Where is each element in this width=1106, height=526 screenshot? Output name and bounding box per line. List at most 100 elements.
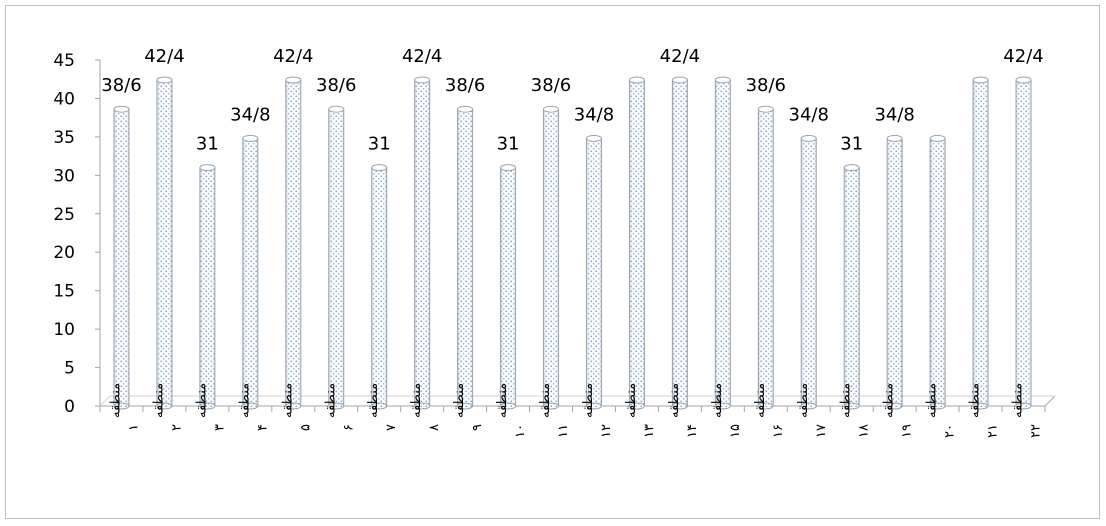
bar-cap (500, 164, 517, 172)
bar-cap (199, 164, 216, 172)
data-label: 31 (368, 134, 391, 155)
category-label-word: منطقه (538, 383, 553, 418)
category-label-word: منطقه (151, 383, 166, 418)
bar-base (371, 402, 388, 410)
category-label-number: ۳ (212, 424, 227, 431)
data-label: 38/6 (316, 75, 356, 96)
bar-base (972, 402, 989, 410)
bar-cap (929, 134, 946, 142)
data-label: 34/8 (874, 104, 914, 125)
category-label-number: ۱۰ (513, 424, 528, 438)
category-label-number: ۱۷ (814, 424, 829, 438)
category-label-word: منطقه (796, 383, 811, 418)
bar-cap (371, 164, 388, 172)
category-label-word: منطقه (366, 383, 381, 418)
bar-shading (887, 138, 903, 406)
category-label-word: منطقه (108, 383, 123, 418)
bar-base (714, 402, 731, 410)
category-label-word: منطقه (194, 383, 209, 418)
floor-depth-edge (1044, 395, 1056, 407)
bar (585, 134, 602, 410)
bar-shading (543, 109, 559, 406)
category-label-word: منطقه (409, 383, 424, 418)
bar-shading (285, 79, 301, 406)
bar-cap (156, 76, 173, 84)
bar (156, 76, 173, 410)
category-label-number: ۱۳ (642, 424, 657, 438)
bar-base (543, 402, 560, 410)
category-label-word: منطقه (495, 383, 510, 418)
bar-base (414, 402, 431, 410)
bar-cap (972, 76, 989, 84)
category-label-word: منطقه (581, 383, 596, 418)
data-label: 34/8 (789, 104, 829, 125)
floor-back-edge (99, 395, 111, 407)
bar-cap (285, 76, 302, 84)
data-label: 42/4 (660, 46, 700, 67)
bar-cap (543, 105, 560, 113)
category-label-word: منطقه (452, 383, 467, 418)
category-label-number: ۲۱ (986, 424, 1001, 438)
bar (714, 76, 731, 410)
bar-cap (585, 134, 602, 142)
y-tick-label: 10 (53, 320, 75, 340)
category-label-word: منطقه (1011, 383, 1026, 418)
category-label-word: منطقه (968, 383, 983, 418)
y-tick-label: 15 (53, 282, 75, 302)
bar-base (328, 402, 345, 410)
category-label-number: ۹ (470, 424, 485, 431)
category-label-number: ۱ (126, 424, 141, 431)
bar-base (585, 402, 602, 410)
category-label-number: ۱۴ (685, 424, 700, 438)
bar-cap (242, 134, 259, 142)
bar-shading (586, 138, 602, 406)
data-label: 38/6 (746, 75, 786, 96)
bar-shading (758, 109, 774, 406)
category-label-word: منطقه (237, 383, 252, 418)
category-label-word: منطقه (323, 383, 338, 418)
bar-base (156, 402, 173, 410)
bar-base (242, 402, 259, 410)
bar-shading (930, 138, 946, 406)
bar-shading (199, 167, 215, 406)
category-label-word: منطقه (882, 383, 897, 418)
labels: 05101520253035404538/6منطقه۱42/4منطقه۲31… (53, 46, 1043, 438)
bar-cap (328, 105, 345, 113)
bars (113, 76, 1032, 410)
bar-shading (629, 79, 645, 406)
bar-cap (671, 76, 688, 84)
bar (972, 76, 989, 410)
bar-base (757, 402, 774, 410)
category-label-number: ۶ (341, 424, 356, 431)
y-tick-label: 25 (53, 205, 75, 225)
category-label-word: منطقه (710, 383, 725, 418)
bar-cap (757, 105, 774, 113)
bar-shading (715, 79, 731, 406)
data-label: 31 (196, 134, 219, 155)
bar-shading (457, 109, 473, 406)
bar (886, 134, 903, 410)
bar-shading (500, 167, 516, 406)
bar-base (500, 402, 517, 410)
bar-base (457, 402, 474, 410)
category-label-number: ۱۲ (599, 424, 614, 438)
category-label-number: ۴ (255, 424, 270, 431)
bar-shading (844, 167, 860, 406)
category-label-number: ۲۰ (943, 424, 958, 438)
category-label-word: منطقه (753, 383, 768, 418)
data-label: 42/4 (402, 46, 442, 67)
y-tick-label: 0 (64, 397, 75, 417)
bar (285, 76, 302, 410)
category-label-number: ۷ (384, 424, 399, 431)
category-label-word: منطقه (280, 383, 295, 418)
category-label-number: ۱۹ (900, 424, 915, 438)
